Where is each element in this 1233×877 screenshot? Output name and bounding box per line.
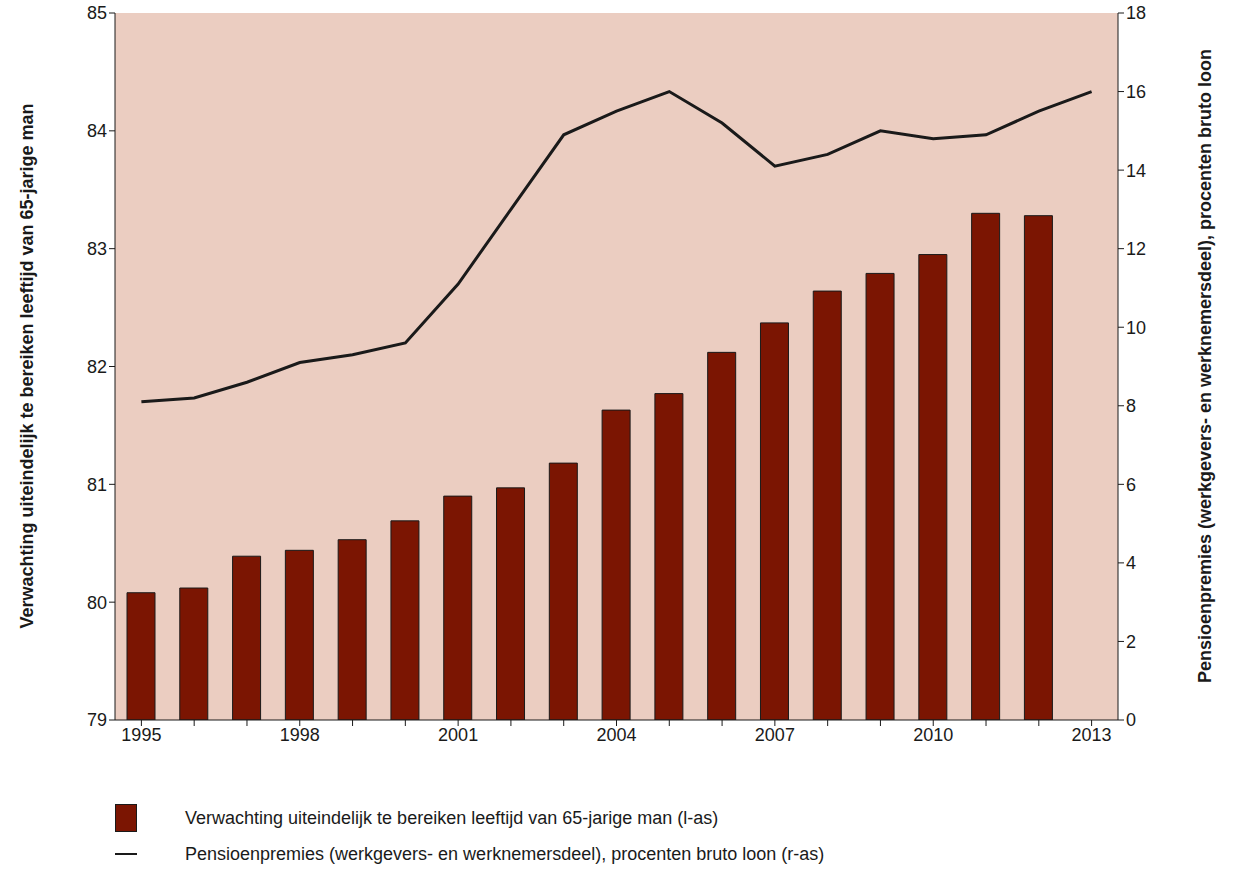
html-text:Verwachting uiteindelijk te be: Verwachting uiteindelijk te bereiken lee…	[17, 103, 37, 629]
svg-text:10: 10	[1126, 318, 1146, 338]
svg-text:2010: 2010	[913, 725, 953, 745]
svg-text:84: 84	[87, 121, 107, 141]
svg-text:8: 8	[1126, 396, 1136, 416]
svg-text:80: 80	[87, 593, 107, 613]
svg-text:4: 4	[1126, 553, 1136, 573]
svg-text:0: 0	[1126, 710, 1136, 730]
svg-text:79: 79	[87, 710, 107, 730]
svg-text:82: 82	[87, 357, 107, 377]
svg-text:12: 12	[1126, 239, 1146, 259]
svg-text:1998: 1998	[280, 725, 320, 745]
svg-text:2: 2	[1126, 632, 1136, 652]
svg-text:18: 18	[1126, 3, 1146, 23]
svg-text:14: 14	[1126, 161, 1146, 181]
svg-text:2001: 2001	[438, 725, 478, 745]
html-text:Verwachting uiteindelijk te be: Verwachting uiteindelijk te bereiken lee…	[185, 807, 719, 828]
html-text:Pensioenpremies (werkgevers- e: Pensioenpremies (werkgevers- en werkneme…	[185, 843, 825, 864]
svg-text:2007: 2007	[755, 725, 795, 745]
svg-text:81: 81	[87, 475, 107, 495]
svg-text:2013: 2013	[1072, 725, 1112, 745]
svg-text:83: 83	[87, 239, 107, 259]
svg-text:2004: 2004	[596, 725, 636, 745]
html-text:Pensioenpremies (werkgevers- e: Pensioenpremies (werkgevers- en werkneme…	[1195, 48, 1215, 684]
svg-text:1995: 1995	[121, 725, 161, 745]
svg-text:85: 85	[87, 3, 107, 23]
svg-text:16: 16	[1126, 82, 1146, 102]
svg-text:6: 6	[1126, 475, 1136, 495]
